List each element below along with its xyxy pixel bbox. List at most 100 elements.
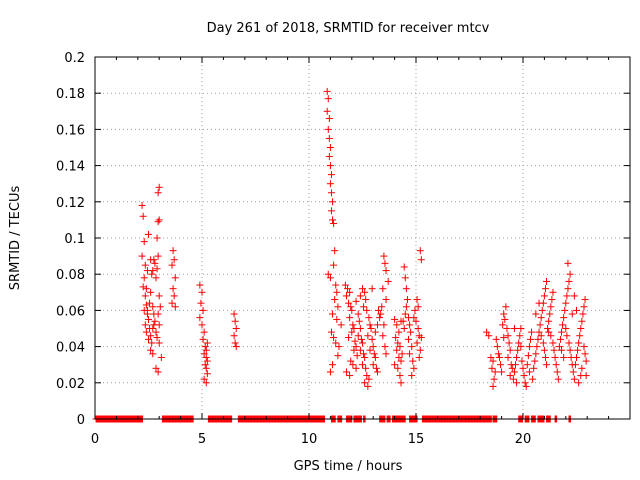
data-point: [139, 283, 147, 291]
data-point: [168, 299, 176, 307]
data-point: [346, 288, 354, 296]
data-point: [505, 339, 513, 347]
data-point: [366, 321, 374, 329]
data-point: [378, 303, 386, 311]
data-point: [413, 296, 421, 304]
data-point: [353, 352, 361, 360]
data-point: [330, 334, 338, 342]
data-point: [154, 252, 162, 260]
y-tick-label: 0.12: [56, 196, 85, 211]
data-point: [396, 343, 404, 351]
y-tick-label: 0.08: [56, 268, 85, 283]
data-point: [203, 339, 211, 347]
data-point: [413, 339, 421, 347]
data-point: [141, 261, 149, 269]
data-point: [546, 310, 554, 318]
data-point: [232, 343, 240, 351]
data-point: [576, 332, 584, 340]
data-point: [352, 343, 360, 351]
data-point: [409, 357, 417, 365]
data-point: [512, 361, 520, 369]
data-point: [170, 292, 178, 300]
data-point: [485, 332, 493, 340]
data-point: [519, 364, 527, 372]
x-axis-label: GPS time / hours: [294, 459, 403, 474]
data-point: [401, 310, 409, 318]
data-point: [555, 343, 563, 351]
data-point: [518, 357, 526, 365]
data-point: [145, 315, 152, 323]
data-point: [171, 303, 179, 311]
data-point: [382, 350, 390, 358]
data-point: [346, 372, 354, 380]
data-point: [559, 321, 567, 329]
data-point: [199, 335, 207, 343]
data-point: [153, 234, 161, 242]
data-point: [143, 267, 151, 275]
data-point: [578, 364, 586, 372]
data-point: [200, 350, 208, 358]
data-point: [334, 303, 342, 311]
data-point: [355, 317, 363, 325]
data-point: [535, 299, 543, 307]
data-point: [351, 337, 359, 345]
data-point: [154, 189, 162, 197]
data-point: [539, 339, 547, 347]
data-point: [153, 265, 161, 273]
data-point: [401, 274, 409, 282]
data-point: [149, 350, 157, 358]
data-point: [407, 328, 415, 336]
data-point: [537, 314, 545, 322]
data-point: [198, 321, 206, 329]
data-point: [345, 334, 353, 342]
data-point: [536, 321, 544, 329]
data-point: [372, 364, 380, 372]
data-point: [380, 252, 388, 260]
data-point: [384, 277, 392, 285]
data-point: [198, 288, 206, 296]
data-point: [368, 335, 376, 343]
data-point: [149, 303, 157, 311]
data-point: [369, 361, 377, 369]
data-point: [155, 321, 163, 329]
data-point: [140, 238, 148, 246]
data-point: [362, 364, 370, 372]
data-point: [332, 281, 340, 289]
data-point: [334, 352, 342, 360]
data-point: [327, 171, 335, 179]
data-point: [380, 321, 388, 329]
data-point: [327, 328, 335, 336]
data-point: [168, 261, 176, 269]
chart-title: Day 261 of 2018, SRMTID for receiver mtc…: [207, 21, 490, 36]
data-point: [203, 370, 211, 378]
data-point: [410, 314, 418, 322]
data-point: [521, 379, 529, 387]
data-point: [579, 310, 587, 318]
data-point: [549, 339, 557, 347]
data-point: [342, 368, 350, 376]
data-point: [359, 339, 366, 347]
data-point: [346, 314, 354, 322]
data-point: [369, 343, 377, 351]
data-point: [498, 368, 506, 376]
data-point: [148, 270, 156, 278]
data-point: [580, 343, 588, 351]
data-point: [513, 353, 521, 361]
data-point: [497, 361, 505, 369]
data-point: [506, 372, 514, 380]
data-point: [324, 125, 332, 133]
data-point: [514, 346, 522, 354]
data-point: [199, 306, 207, 314]
data-point: [361, 379, 369, 387]
data-point: [499, 321, 507, 329]
data-point: [330, 261, 338, 269]
data-point: [363, 306, 371, 314]
y-axis-label: SRMTID / TECUs: [8, 186, 23, 291]
data-point: [562, 325, 570, 332]
data-point: [503, 325, 511, 332]
data-point: [201, 361, 209, 369]
data-point: [142, 328, 150, 336]
data-point: [152, 328, 160, 336]
data-point: [524, 352, 532, 360]
data-point: [573, 306, 580, 314]
